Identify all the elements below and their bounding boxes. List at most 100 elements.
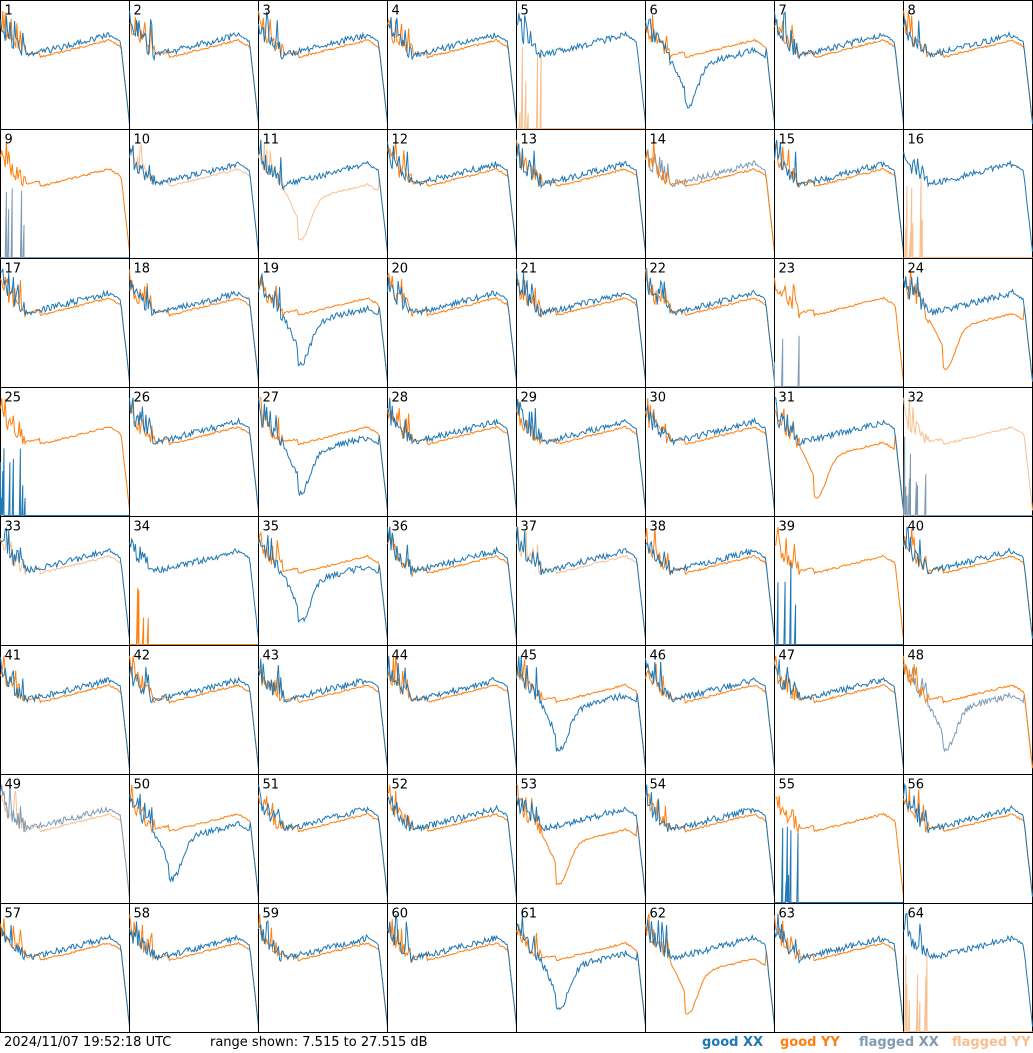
panel-48: 48 [903,645,1033,775]
series-good-yy [645,527,775,639]
panel-frame [774,516,904,646]
series-good-yy [645,397,775,511]
series-flagged-yy [0,791,130,898]
legend-good-yy: good YY [780,1035,840,1050]
panel-label: 9 [5,133,13,148]
panel-label: 23 [779,262,796,277]
series-good-xx [903,151,1033,252]
series-good-xx [129,10,259,123]
series-good-yy [387,18,517,124]
panel-frame [258,129,388,259]
panel-label: 33 [5,520,22,535]
series-flagged-yy [903,397,1033,511]
series-good-yy [0,398,130,510]
panel-frame [129,903,259,1033]
panel-1: 1 [0,0,130,130]
panel-frame [516,645,646,775]
panel-61: 61 [516,903,646,1033]
panel-17: 17 [0,258,130,388]
series-good-xx [0,924,130,1026]
panel-frame [903,387,1033,517]
series-good-xx [258,273,388,383]
panel-label: 45 [521,649,538,664]
series-good-yy [0,918,130,1026]
series-good-xx [516,655,646,768]
series-good-yy [129,784,259,898]
panel-frame [774,774,904,904]
panel-label: 12 [392,133,409,148]
panel-frame [516,903,646,1033]
panel-frame [774,387,904,517]
series-good-yy [387,655,517,769]
series-good-xx [903,276,1033,381]
panel-label: 16 [908,133,925,148]
panel-frame [387,0,517,130]
panel-frame [903,645,1033,775]
panel-label: 35 [263,520,280,535]
panel-46: 46 [645,645,775,775]
panel-24: 24 [903,258,1033,388]
series-good-xx [129,397,259,510]
panel-label: 44 [392,649,409,664]
panel-frame [258,903,388,1033]
panel-51: 51 [258,774,388,904]
panel-label: 3 [263,4,271,19]
panel-13: 13 [516,129,646,259]
panel-frame [129,129,259,259]
panel-40: 40 [903,516,1033,646]
panel-frame [774,129,904,259]
panel-9: 9 [0,129,130,259]
series-good-xx [258,658,388,769]
panel-frame [387,258,517,388]
panel-frame [0,258,130,388]
series-good-xx [903,782,1033,897]
panel-label: 32 [908,391,925,406]
panel-label: 36 [392,520,409,535]
series-good-xx [387,795,517,898]
panel-57: 57 [0,903,130,1033]
panel-frame [645,0,775,130]
series-good-yy [0,655,130,769]
panel-label: 22 [650,262,667,277]
series-good-xx [129,144,259,253]
panel-label: 28 [392,391,409,406]
series-good-xx [645,18,775,123]
panel-label: 43 [263,649,280,664]
panel-label: 54 [650,778,667,793]
series-good-yy [903,788,1033,897]
panel-39: 39 [774,516,904,646]
panel-14: 14 [645,129,775,259]
panel-label: 13 [521,133,538,148]
panel-64: 64 [903,903,1033,1033]
panel-10: 10 [129,129,259,259]
panel-label: 47 [779,649,796,664]
series-good-yy [387,407,517,510]
panel-63: 63 [774,903,904,1033]
panel-frame [258,0,388,130]
panel-15: 15 [774,129,904,259]
series-good-xx [774,139,904,252]
series-good-yy [258,913,388,1027]
panel-label: 17 [5,262,22,277]
panel-label: 8 [908,4,916,19]
panel-label: 6 [650,4,658,19]
series-good-xx [0,656,130,769]
panel-label: 60 [392,907,409,922]
panel-frame [903,516,1033,646]
panel-label: 10 [134,133,151,148]
panel-29: 29 [516,387,646,517]
panel-54: 54 [645,774,775,904]
series-good-yy [903,10,1033,123]
panel-frame [0,645,130,775]
series-flagged-yy [516,47,646,129]
series-good-xx [129,537,259,639]
panel-34: 34 [129,516,259,646]
series-flagged-xx [903,436,1033,516]
panel-frame [774,258,904,388]
panel-22: 22 [645,258,775,388]
panel-30: 30 [645,387,775,517]
panel-frame [774,645,904,775]
panel-frame [258,645,388,775]
series-good-yy [645,664,775,768]
series-good-yy [387,784,517,898]
